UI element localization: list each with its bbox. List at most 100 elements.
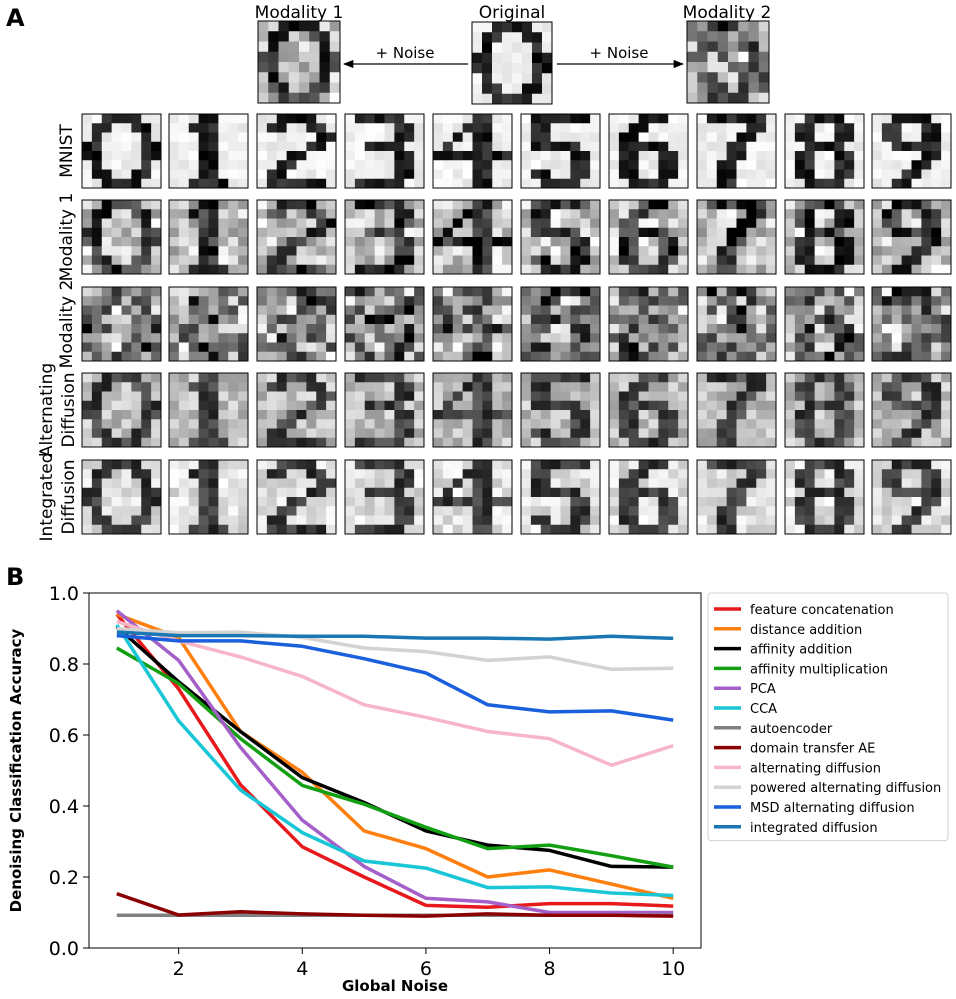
- digit-cell-r0-d2: [256, 113, 337, 189]
- row-label-1: Modality 1: [57, 193, 77, 282]
- digit-cell-r3-d0: [81, 372, 162, 448]
- x-tick-label: 8: [543, 958, 555, 980]
- legend-box: [707, 592, 949, 842]
- digit-cell-r1-d9: [871, 199, 952, 275]
- panel-b: B 2 4 6 8 10 0.0 0.2 0.4 0.6 0.8 1.0 Global Noise De…: [0, 560, 956, 995]
- original-title: Original: [479, 3, 546, 23]
- digit-cell-r3-d7: [696, 372, 777, 448]
- row-label-4-line1: Diffusion: [59, 459, 79, 534]
- modality1-sample-image: [257, 20, 341, 104]
- y-axis-label: Denoising Classification Accuracy: [7, 628, 25, 912]
- digit-cell-r2-d1: [168, 286, 249, 362]
- legend-entry: powered alternating diffusion: [750, 781, 941, 796]
- digit-cell-r2-d4: [432, 286, 513, 362]
- legend-entry: distance addition: [750, 623, 862, 638]
- legend-entry: affinity addition: [750, 643, 852, 658]
- legend: feature concatenation distance addition af…: [707, 592, 949, 842]
- series-line-cca: [115, 623, 674, 898]
- digit-cell-r2-d0: [81, 286, 162, 362]
- digit-cell-r2-d7: [696, 286, 777, 362]
- axes: 2 4 6 8 10 0.0 0.2 0.4 0.6 0.8 1.0 Global Noise Deno…: [7, 583, 702, 995]
- y-tick-label: 0.6: [49, 725, 79, 747]
- x-tick-label: 2: [173, 958, 185, 980]
- digit-cell-r0-d7: [696, 113, 777, 189]
- digit-cell-r2-d2: [256, 286, 337, 362]
- digit-cell-r1-d2: [256, 199, 337, 275]
- series-line-msd-alternating-diffusion: [116, 633, 674, 722]
- digit-cell-r1-d5: [520, 199, 601, 275]
- legend-entry: feature concatenation: [750, 603, 894, 618]
- digit-cell-r3-d3: [344, 372, 425, 448]
- digit-cell-r3-d1: [168, 372, 249, 448]
- digit-cell-r4-d1: [168, 459, 249, 535]
- digit-cell-r3-d2: [256, 372, 337, 448]
- series-line-integrated-diffusion: [116, 630, 674, 641]
- row-label-3-line1: Diffusion: [59, 372, 79, 447]
- digit-cell-r1-d6: [608, 199, 689, 275]
- digit-cell-r4-d9: [871, 459, 952, 535]
- digit-cell-r4-d6: [608, 459, 689, 535]
- digit-cell-r4-d8: [784, 459, 865, 535]
- digit-cell-r1-d1: [168, 199, 249, 275]
- digit-cell-r0-d1: [168, 113, 249, 189]
- legend-entry: autoencoder: [750, 722, 833, 737]
- panel-b-letter: B: [6, 563, 25, 591]
- digit-cell-r0-d8: [784, 113, 865, 189]
- series-line-powered-alternating-diffusion: [116, 626, 674, 672]
- plot-area: [115, 609, 674, 918]
- digit-cell-r4-d0: [81, 459, 162, 535]
- digit-cell-r0-d9: [871, 113, 952, 189]
- digit-cell-r0-d4: [432, 113, 513, 189]
- digit-image-grid: Modality 1 Original Modality 2 + Noise + Noi…: [37, 3, 952, 542]
- x-tick-label: 10: [661, 958, 685, 980]
- row-label-0: MNIST: [57, 124, 77, 178]
- legend-entry: integrated diffusion: [750, 821, 878, 836]
- digit-cell-r3-d5: [520, 372, 601, 448]
- series-line-affinity-multiplication: [115, 646, 674, 869]
- digit-cell-r3-d8: [784, 372, 865, 448]
- legend-entry: alternating diffusion: [750, 761, 881, 776]
- digit-cell-r4-d2: [256, 459, 337, 535]
- digit-cell-r2-d3: [344, 286, 425, 362]
- row-label-2: Modality 2: [57, 280, 77, 369]
- noise-label-right: + Noise: [590, 44, 649, 62]
- panel-a: A Modality 1 Original Modality 2 + Noise + N…: [6, 3, 952, 542]
- digit-cell-r0-d6: [608, 113, 689, 189]
- digit-cell-r2-d9: [871, 286, 952, 362]
- digit-cell-r1-d8: [784, 199, 865, 275]
- noise-schematic: Modality 1 Original Modality 2 + Noise + Noi…: [255, 3, 772, 105]
- legend-entry: PCA: [750, 682, 776, 697]
- x-tick-label: 6: [420, 958, 432, 980]
- digit-cell-r1-d7: [696, 199, 777, 275]
- series-line-alternating-diffusion: [116, 619, 674, 767]
- modality2-title: Modality 2: [683, 3, 772, 23]
- digit-cell-r4-d3: [344, 459, 425, 535]
- plot-frame: [88, 592, 702, 949]
- legend-entry: CCA: [750, 702, 777, 717]
- digit-grid: [81, 113, 952, 535]
- series-line-distance-addition: [116, 612, 674, 901]
- digit-cell-r4-d5: [520, 459, 601, 535]
- series-line-pca: [115, 609, 674, 915]
- row-label-3-line0: Alternating: [37, 363, 57, 457]
- y-tick-label: 1.0: [49, 583, 79, 605]
- digit-cell-r2-d8: [784, 286, 865, 362]
- panel-a-letter: A: [6, 4, 25, 32]
- y-tick-label: 0.0: [49, 938, 79, 960]
- noise-label-left: + Noise: [376, 44, 435, 62]
- legend-entry: MSD alternating diffusion: [750, 801, 915, 816]
- digit-cell-r0-d5: [520, 113, 601, 189]
- digit-cell-r3-d9: [871, 372, 952, 448]
- digit-cell-r0-d3: [344, 113, 425, 189]
- digit-cell-r3-d4: [432, 372, 513, 448]
- accuracy-line-chart: 2 4 6 8 10 0.0 0.2 0.4 0.6 0.8 1.0 Global Noise Deno…: [7, 583, 949, 995]
- modality2-sample-image: [686, 20, 770, 104]
- x-axis-label: Global Noise: [342, 977, 448, 995]
- digit-cell-r4-d4: [432, 459, 513, 535]
- modality1-title: Modality 1: [255, 3, 344, 23]
- row-label-4-line0: Integrated: [37, 452, 57, 541]
- y-tick-label: 0.2: [49, 867, 79, 889]
- x-tick-label: 4: [296, 958, 308, 980]
- digit-cell-r0-d0: [81, 113, 162, 189]
